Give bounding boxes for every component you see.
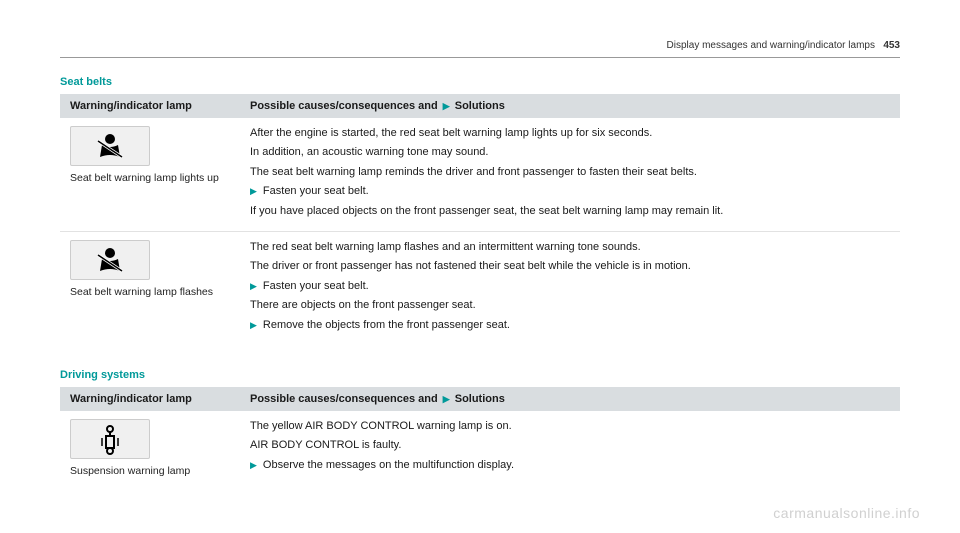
description-cell: After the engine is started, the red sea… [240,118,900,231]
arrow-icon: ▶ [250,185,257,198]
watermark: carmanualsonline.info [773,505,920,521]
lamp-caption: Seat belt warning lamp lights up [70,172,230,186]
table-row: Seat belt warning lamp lights up After th… [60,118,900,231]
seatbelt-icon [70,240,150,280]
solution-text: Remove the objects from the front passen… [263,318,510,333]
lamp-cell: Suspension warning lamp [60,411,240,487]
warning-table: Warning/indicator lampPossible causes/co… [60,387,900,487]
table-header-lamp: Warning/indicator lamp [60,94,240,118]
description-text: The driver or front passenger has not fa… [250,259,890,274]
warning-table: Warning/indicator lampPossible causes/co… [60,94,900,345]
description-text: In addition, an acoustic warning tone ma… [250,145,890,160]
description-text: AIR BODY CONTROL is faulty. [250,438,890,453]
page-number: 453 [883,40,900,51]
solution-line: ▶ Fasten your seat belt. [250,279,890,294]
description-text: The red seat belt warning lamp flashes a… [250,240,890,255]
description-cell: The yellow AIR BODY CONTROL warning lamp… [240,411,900,487]
solution-line: ▶ Observe the messages on the multifuncti… [250,458,890,473]
lamp-cell: Seat belt warning lamp flashes [60,231,240,344]
section-title: Seat belts [60,76,900,88]
description-cell: The red seat belt warning lamp flashes a… [240,231,900,344]
description-text: The yellow AIR BODY CONTROL warning lamp… [250,419,890,434]
table-header-solutions: Possible causes/consequences and ▶ Solut… [240,94,900,118]
section-title: Driving systems [60,369,900,381]
arrow-icon: ▶ [250,459,257,472]
suspension-icon [70,419,150,459]
solution-line: ▶ Remove the objects from the front passe… [250,318,890,333]
arrow-icon: ▶ [250,280,257,293]
solution-text: Observe the messages on the multifunctio… [263,458,514,473]
solution-line: ▶ Fasten your seat belt. [250,184,890,199]
table-header-lamp: Warning/indicator lamp [60,387,240,411]
arrow-icon: ▶ [443,394,450,405]
description-text: If you have placed objects on the front … [250,204,890,219]
description-text: There are objects on the front passenger… [250,298,890,313]
table-row: Suspension warning lamp The yellow AIR BO… [60,411,900,487]
lamp-caption: Suspension warning lamp [70,465,230,479]
header-text: Display messages and warning/indicator l… [667,40,875,51]
table-row: Seat belt warning lamp flashes The red se… [60,231,900,344]
arrow-icon: ▶ [250,319,257,332]
page-header: Display messages and warning/indicator l… [60,40,900,58]
description-text: The seat belt warning lamp reminds the d… [250,165,890,180]
table-header-solutions: Possible causes/consequences and ▶ Solut… [240,387,900,411]
seatbelt-icon [70,126,150,166]
lamp-cell: Seat belt warning lamp lights up [60,118,240,231]
lamp-caption: Seat belt warning lamp flashes [70,286,230,300]
arrow-icon: ▶ [443,101,450,112]
solution-text: Fasten your seat belt. [263,279,369,294]
description-text: After the engine is started, the red sea… [250,126,890,141]
solution-text: Fasten your seat belt. [263,184,369,199]
